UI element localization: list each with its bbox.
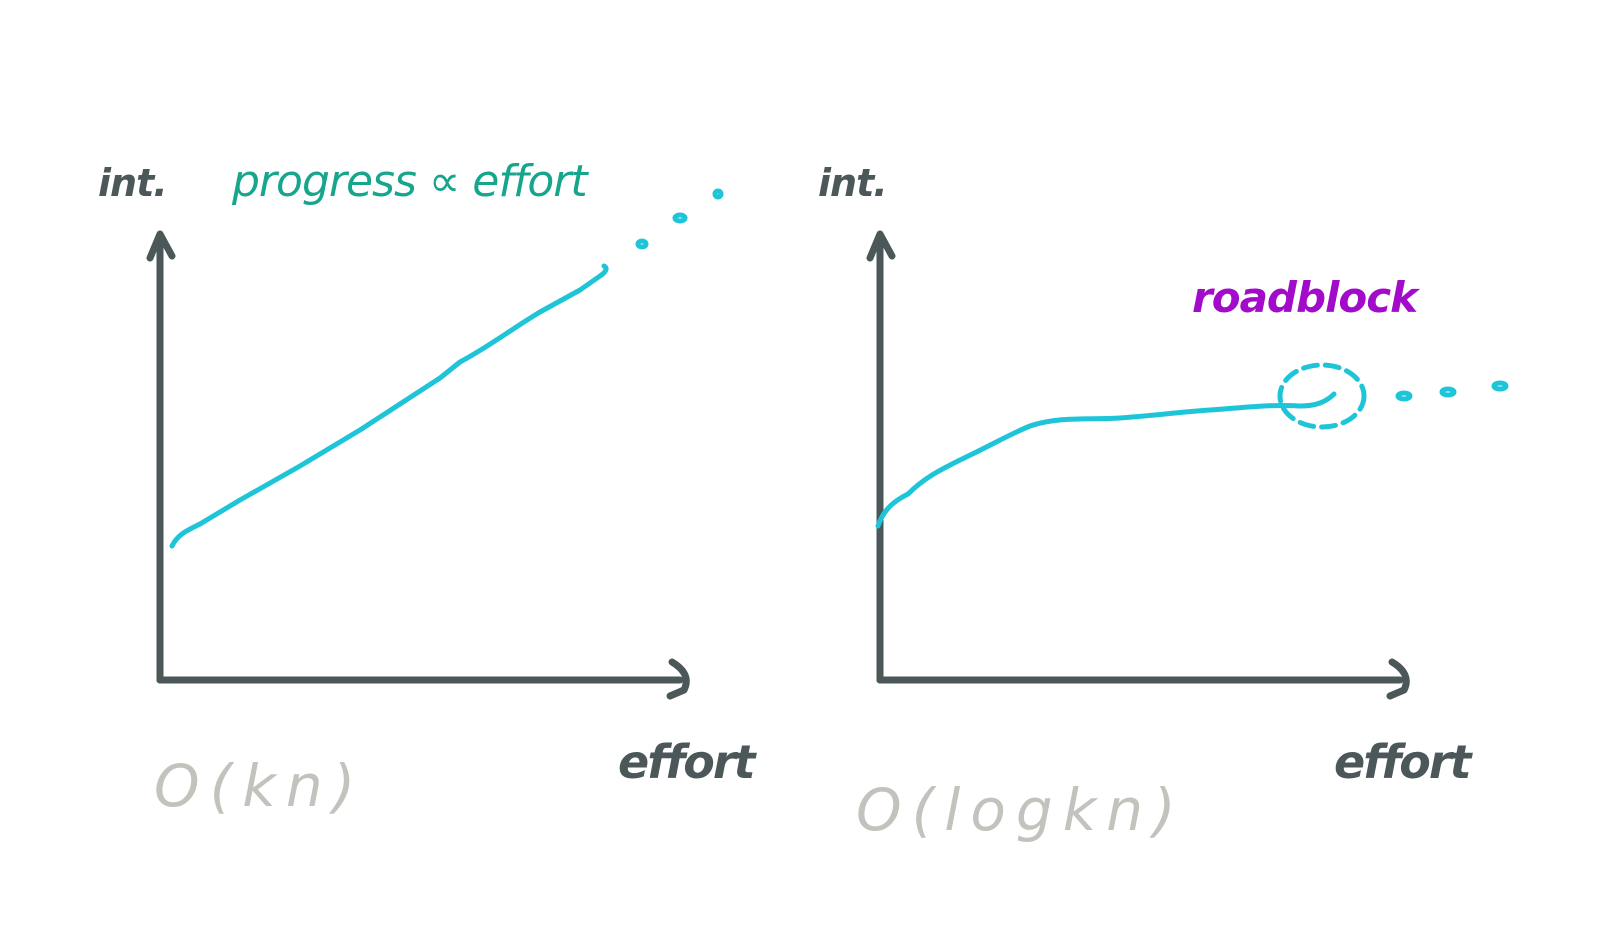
roadblock-circle (1277, 362, 1367, 430)
right-dot-1 (1395, 390, 1413, 402)
left-dot-1 (635, 238, 649, 250)
left-x-arrowhead (666, 658, 690, 700)
left-y-arrowhead (146, 230, 176, 262)
left-x-label: effort (618, 735, 758, 789)
left-chart: int. progress ∝ effort effort O(kn) (98, 156, 760, 820)
right-dot-3 (1491, 380, 1509, 392)
right-x-arrowhead (1386, 658, 1410, 700)
left-complexity-label: O(kn) (154, 752, 365, 820)
right-dot-2 (1439, 386, 1457, 398)
right-continuation-dots (1395, 380, 1509, 402)
roadblock-label: roadblock (1192, 273, 1421, 322)
right-y-label: int. (818, 161, 887, 205)
right-complexity-label: O(logkn) (856, 776, 1186, 844)
left-linear-curve (169, 263, 609, 549)
left-chart-title: progress ∝ effort (231, 156, 589, 207)
right-log-curve (875, 391, 1337, 529)
left-dot-2 (672, 212, 688, 224)
left-dot-3 (712, 188, 724, 200)
right-x-label: effort (1334, 735, 1474, 789)
right-y-arrowhead (866, 230, 896, 262)
left-y-label: int. (98, 161, 167, 205)
right-chart: int. roadblock effort O(logkn) (818, 161, 1509, 844)
left-continuation-dots (635, 188, 724, 250)
